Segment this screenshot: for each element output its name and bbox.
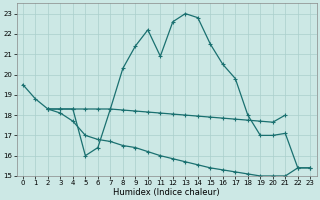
X-axis label: Humidex (Indice chaleur): Humidex (Indice chaleur): [113, 188, 220, 197]
